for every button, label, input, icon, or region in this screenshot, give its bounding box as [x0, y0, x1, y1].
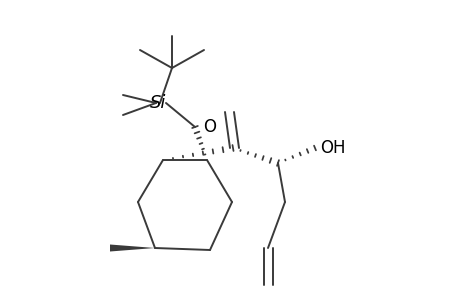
Text: Si: Si	[150, 94, 166, 112]
Text: OH: OH	[319, 139, 345, 157]
Text: O: O	[202, 118, 216, 136]
Polygon shape	[110, 244, 155, 251]
